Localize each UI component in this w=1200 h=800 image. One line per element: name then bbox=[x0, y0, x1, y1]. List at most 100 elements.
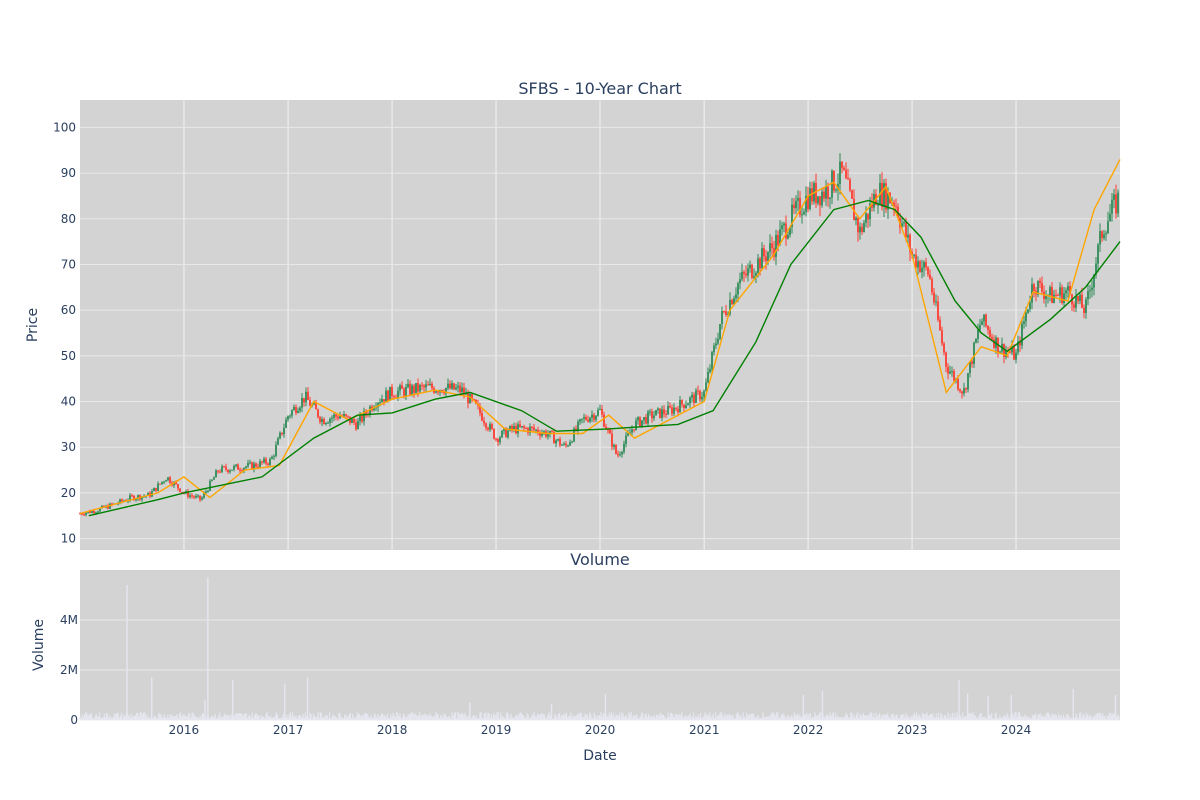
candle-body bbox=[1073, 304, 1075, 308]
candle-body bbox=[849, 179, 851, 191]
candle-body bbox=[381, 399, 383, 403]
candle-body bbox=[737, 283, 739, 295]
candle-body bbox=[893, 202, 895, 207]
candle-body bbox=[817, 196, 819, 204]
candle-body bbox=[461, 387, 463, 392]
candle-body bbox=[269, 459, 271, 465]
candle-body bbox=[883, 183, 885, 207]
candle-body bbox=[957, 378, 959, 390]
candle-body bbox=[581, 418, 583, 420]
candle-body bbox=[219, 471, 221, 473]
candle-body bbox=[1019, 341, 1021, 346]
candle-body bbox=[935, 301, 937, 303]
candle-body bbox=[107, 505, 109, 509]
candle-body bbox=[267, 463, 269, 465]
candle-body bbox=[781, 225, 783, 230]
candle-body bbox=[179, 488, 181, 493]
candle-body bbox=[913, 254, 915, 256]
candle-body bbox=[153, 487, 155, 492]
candle-body bbox=[807, 195, 809, 210]
candle-body bbox=[1087, 291, 1089, 300]
candle-body bbox=[841, 161, 843, 168]
candle-body bbox=[981, 321, 983, 325]
candle-body bbox=[717, 338, 719, 344]
candle-body bbox=[833, 170, 835, 191]
candle-body bbox=[1017, 341, 1019, 353]
candle-body bbox=[383, 399, 385, 402]
candle-body bbox=[681, 400, 683, 405]
candle-body bbox=[319, 417, 321, 422]
candle-body bbox=[637, 417, 639, 421]
candle-body bbox=[345, 414, 347, 416]
candle-body bbox=[791, 204, 793, 228]
price-y-tick-label: 50 bbox=[61, 349, 76, 363]
candle-body bbox=[215, 470, 217, 478]
candle-body bbox=[653, 415, 655, 419]
x-tick-label: 2020 bbox=[585, 723, 616, 737]
candle-body bbox=[1049, 287, 1051, 295]
candle-body bbox=[711, 352, 713, 370]
candle-body bbox=[129, 495, 131, 501]
candle-body bbox=[931, 278, 933, 293]
candle-body bbox=[959, 389, 961, 392]
candle-body bbox=[573, 428, 575, 442]
candle-body bbox=[435, 391, 437, 393]
candle-body bbox=[721, 311, 723, 325]
candle-body bbox=[1099, 231, 1101, 245]
volume-y-axis-title: Volume bbox=[31, 619, 47, 671]
candle-body bbox=[1081, 294, 1083, 308]
candle-body bbox=[543, 431, 545, 434]
candle-body bbox=[247, 462, 249, 467]
candle-body bbox=[697, 390, 699, 392]
candle-body bbox=[239, 469, 241, 471]
candle-body bbox=[949, 371, 951, 374]
candle-body bbox=[823, 191, 825, 199]
candle-body bbox=[327, 422, 329, 424]
candle-body bbox=[389, 386, 391, 401]
x-tick-label: 2022 bbox=[793, 723, 824, 737]
candle-body bbox=[1109, 213, 1111, 222]
candle-body bbox=[901, 223, 903, 227]
candle-body bbox=[1013, 346, 1015, 360]
candle-body bbox=[649, 411, 651, 413]
candle-body bbox=[1039, 280, 1041, 283]
candle-body bbox=[479, 405, 481, 414]
candle-body bbox=[523, 426, 525, 429]
candle-body bbox=[457, 385, 459, 388]
candle-body bbox=[757, 258, 759, 273]
candle-body bbox=[419, 385, 421, 392]
candle-body bbox=[969, 361, 971, 374]
candle-body bbox=[745, 273, 747, 276]
candle-body bbox=[369, 406, 371, 415]
candle-body bbox=[493, 428, 495, 439]
candle-body bbox=[747, 268, 749, 276]
candle-body bbox=[1115, 194, 1117, 214]
candle-body bbox=[787, 234, 789, 239]
candle-body bbox=[595, 415, 597, 420]
candle-body bbox=[715, 343, 717, 346]
candle-body bbox=[447, 383, 449, 388]
candle-body bbox=[517, 424, 519, 434]
candle-body bbox=[741, 271, 743, 280]
candle-body bbox=[713, 345, 715, 353]
candle-body bbox=[1105, 233, 1107, 235]
candle-body bbox=[83, 514, 85, 516]
candle-body bbox=[843, 167, 845, 170]
candle-body bbox=[707, 371, 709, 383]
candle-body bbox=[691, 394, 693, 398]
candle-body bbox=[633, 429, 635, 431]
candle-body bbox=[507, 430, 509, 438]
candle-body bbox=[1093, 274, 1095, 288]
candle-body bbox=[579, 419, 581, 422]
candle-body bbox=[591, 414, 593, 418]
candle-body bbox=[223, 466, 225, 468]
candle-body bbox=[797, 197, 799, 201]
candle-body bbox=[1101, 231, 1103, 239]
volume-y-tick-label: 4M bbox=[60, 613, 78, 627]
candle-body bbox=[887, 192, 889, 210]
candle-body bbox=[343, 414, 345, 417]
candle-body bbox=[1021, 323, 1023, 346]
x-tick-label: 2016 bbox=[169, 723, 200, 737]
candle-body bbox=[529, 426, 531, 433]
